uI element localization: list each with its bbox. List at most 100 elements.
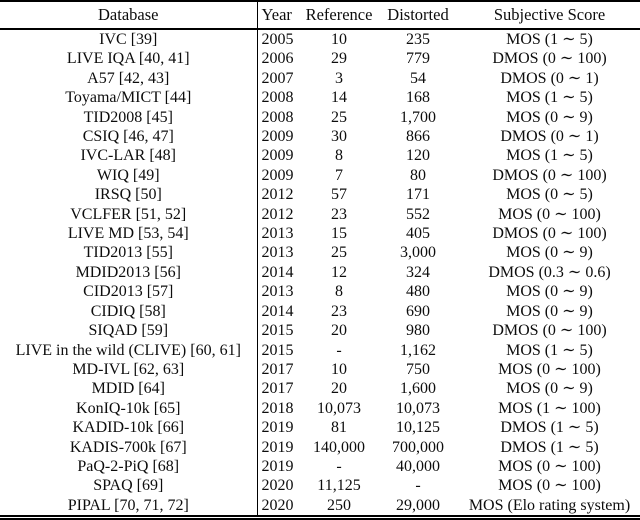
cell-reference: 57 [331,186,347,204]
cell-reference: 30 [331,128,347,146]
cell-database: IVC-LAR [48] [0,146,258,166]
cell-distorted: 324 [406,263,430,281]
cell-distorted: 3,000 [400,244,436,262]
table-row: MDID [64] 2017 20 1,600 MOS (0 ∼ 9) [0,379,640,399]
cell-distorted: 700,000 [392,438,444,456]
table-row: IVC-LAR [48] 2009 8 120 MOS (1 ∼ 5) [0,146,640,166]
table-row: IRSQ [50] 2012 57 171 MOS (0 ∼ 5) [0,185,640,205]
cell-subjective-score: MOS (1 ∼ 5) [506,147,593,165]
column-header-reference: Reference [301,1,377,30]
cell-reference: 8 [335,147,343,165]
cell-year: 2018 [261,399,294,417]
cell-distorted: 29,000 [396,496,440,514]
cell-year: 2008 [261,89,294,107]
cell-distorted: 235 [406,31,430,48]
cell-reference: 25 [331,108,347,126]
cell-subjective-score: DMOS (0 ∼ 1) [500,128,599,146]
cell-database: SIQAD [59] [0,321,258,341]
table-body: IVC [39] 2005 10 235 MOS (1 ∼ 5) LIVE IQ… [0,29,640,518]
cell-database: CID2013 [57] [0,282,258,302]
cell-reference: 81 [331,419,347,437]
header-row: Database Year Reference Distorted Subjec… [0,1,640,30]
cell-subjective-score: MOS (1 ∼ 5) [506,31,593,48]
table-row: MDID2013 [56] 2014 12 324 DMOS (0.3 ∼ 0.… [0,262,640,283]
cell-reference: 29 [331,50,347,68]
cell-reference: 14 [331,89,347,107]
cell-reference: 12 [331,263,347,281]
cell-distorted: 552 [406,205,430,223]
cell-subjective-score: MOS (1 ∼ 100) [498,399,601,417]
cell-subjective-score: DMOS (0 ∼ 100) [492,50,607,68]
cell-year: 2019 [261,419,294,437]
cell-reference: 8 [335,283,343,301]
cell-distorted: 171 [406,186,430,204]
cell-subjective-score: MOS (1 ∼ 5) [506,341,593,359]
table-row: TID2008 [45] 2008 25 1,700 MOS (0 ∼ 9) [0,107,640,128]
cell-subjective-score: MOS (0 ∼ 9) [506,108,593,126]
cell-database: PIPAL [70, 71, 72] [0,495,258,518]
cell-reference: 10,073 [317,399,361,417]
cell-database: MDID2013 [56] [0,262,258,283]
cell-subjective-score: MOS (Elo rating system) [468,496,631,514]
cell-distorted: 1,700 [400,108,436,126]
cell-distorted: 480 [406,283,430,301]
cell-distorted: 779 [406,50,430,68]
cell-database: TID2013 [55] [0,243,258,263]
cell-database: LIVE MD [53, 54] [0,224,258,244]
cell-database: A57 [42, 43] [0,68,258,89]
cell-subjective-score: MOS (1 ∼ 5) [506,89,593,107]
cell-year: 2013 [261,244,294,262]
table-row: CSIQ [46, 47] 2009 30 866 DMOS (0 ∼ 1) [0,127,640,147]
cell-database: CSIQ [46, 47] [0,127,258,147]
table-row: MD-IVL [62, 63] 2017 10 750 MOS (0 ∼ 100… [0,359,640,380]
cell-reference: 3 [335,69,343,87]
cell-year: 2020 [261,477,294,495]
cell-year: 2007 [261,69,294,87]
cell-reference: 23 [331,302,347,320]
cell-reference: 20 [331,380,347,398]
cell-reference: 23 [331,205,347,223]
cell-database: IVC [39] [0,29,258,50]
cell-distorted: 866 [406,128,430,146]
cell-year: 2009 [261,128,294,146]
cell-database: KADIS-700k [67] [0,437,258,457]
cell-distorted: 1,600 [400,380,436,398]
cell-database: SPAQ [69] [0,476,258,496]
cell-distorted: 405 [406,225,430,243]
cell-subjective-score: MOS (0 ∼ 100) [498,205,601,223]
cell-database: KADID-10k [66] [0,418,258,438]
cell-subjective-score: MOS (0 ∼ 100) [498,457,601,475]
cell-year: 2005 [261,31,294,48]
cell-distorted: 10,125 [396,419,440,437]
cell-subjective-score: DMOS (1 ∼ 5) [500,419,599,437]
cell-distorted: 750 [406,360,430,378]
column-header-year: Year [257,1,301,30]
cell-distorted: 980 [406,322,430,340]
cell-subjective-score: DMOS (0 ∼ 100) [492,166,607,184]
cell-year: 2008 [261,108,294,126]
table-row: IVC [39] 2005 10 235 MOS (1 ∼ 5) [0,29,640,50]
cell-year: 2017 [261,380,294,398]
cell-reference: 25 [331,244,347,262]
cell-distorted: - [415,477,421,495]
cell-subjective-score: DMOS (0 ∼ 100) [492,322,607,340]
cell-database: LIVE IQA [40, 41] [0,49,258,69]
cell-distorted: 1,162 [400,341,436,359]
cell-year: 2014 [261,263,294,281]
table-row: KonIQ-10k [65] 2018 10,073 10,073 MOS (1… [0,398,640,419]
cell-year: 2012 [261,205,294,223]
cell-subjective-score: MOS (0 ∼ 9) [506,380,593,398]
table-row: TID2013 [55] 2013 25 3,000 MOS (0 ∼ 9) [0,243,640,263]
cell-distorted: 54 [410,69,426,87]
cell-reference: 250 [327,496,351,514]
cell-reference: 11,125 [317,477,361,495]
table-row: SIQAD [59] 2015 20 980 DMOS (0 ∼ 100) [0,321,640,341]
cell-year: 2017 [261,360,294,378]
table-row: KADID-10k [66] 2019 81 10,125 DMOS (1 ∼ … [0,418,640,438]
cell-distorted: 80 [410,166,426,184]
table-row: LIVE IQA [40, 41] 2006 29 779 DMOS (0 ∼ … [0,49,640,69]
cell-database: PaQ-2-PiQ [68] [0,456,258,477]
column-header-subjective-score: Subjective Score [459,1,640,30]
cell-year: 2019 [261,438,294,456]
cell-database: MDID [64] [0,379,258,399]
